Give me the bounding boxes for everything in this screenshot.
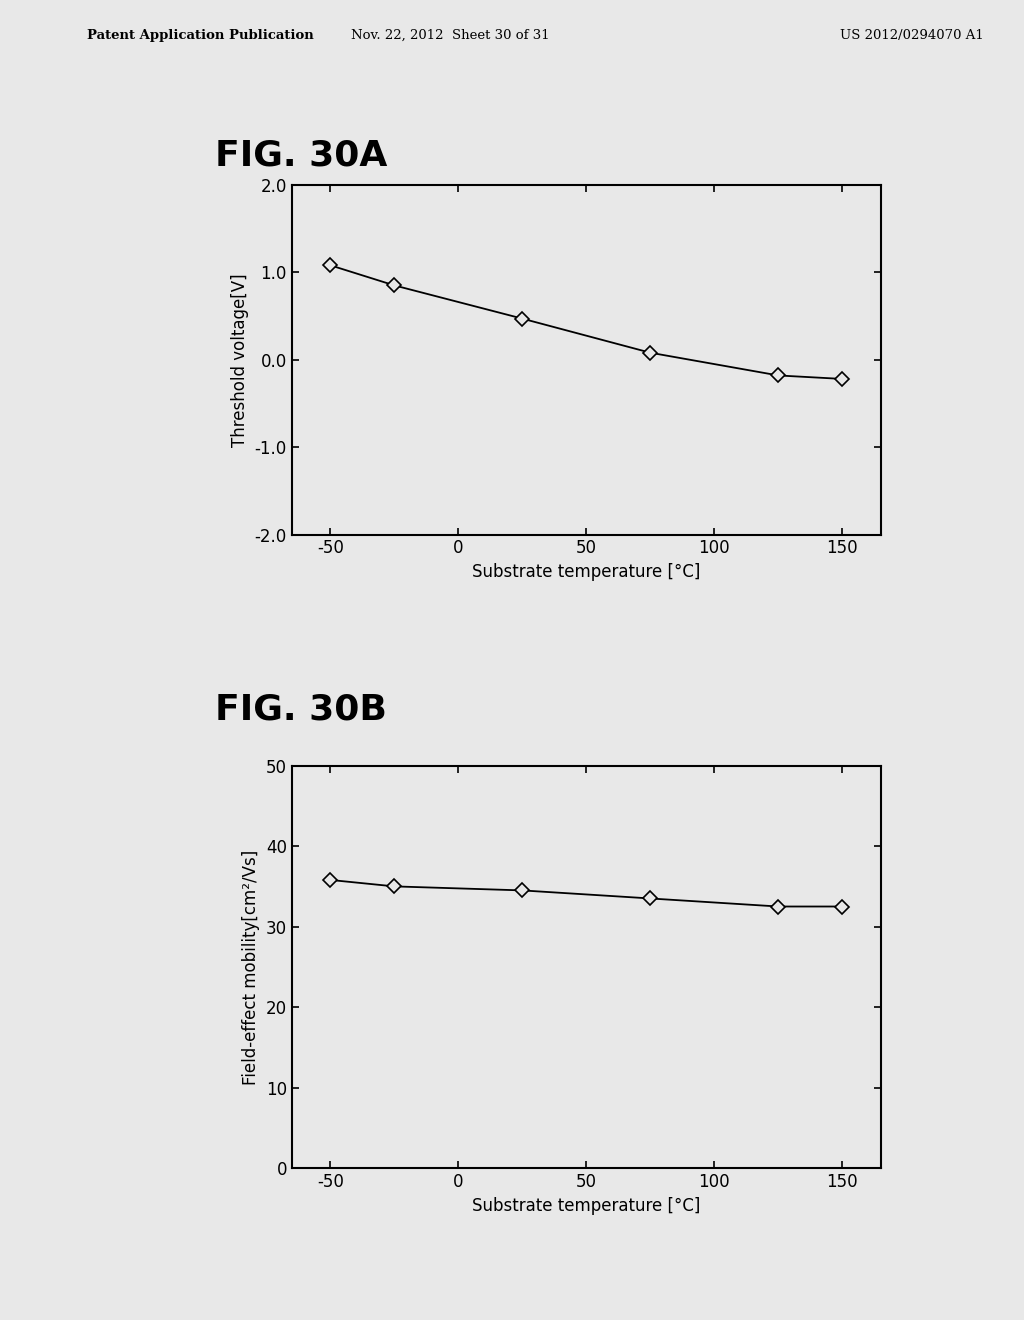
Y-axis label: Field-effect mobility[cm²/Vs]: Field-effect mobility[cm²/Vs] [243,849,260,1085]
X-axis label: Substrate temperature [°C]: Substrate temperature [°C] [472,1197,700,1214]
Y-axis label: Threshold voltage[V]: Threshold voltage[V] [231,273,249,446]
Text: FIG. 30A: FIG. 30A [215,139,387,173]
Text: Nov. 22, 2012  Sheet 30 of 31: Nov. 22, 2012 Sheet 30 of 31 [351,29,550,42]
Text: Patent Application Publication: Patent Application Publication [87,29,313,42]
Text: US 2012/0294070 A1: US 2012/0294070 A1 [840,29,983,42]
X-axis label: Substrate temperature [°C]: Substrate temperature [°C] [472,564,700,581]
Text: FIG. 30B: FIG. 30B [215,693,387,727]
